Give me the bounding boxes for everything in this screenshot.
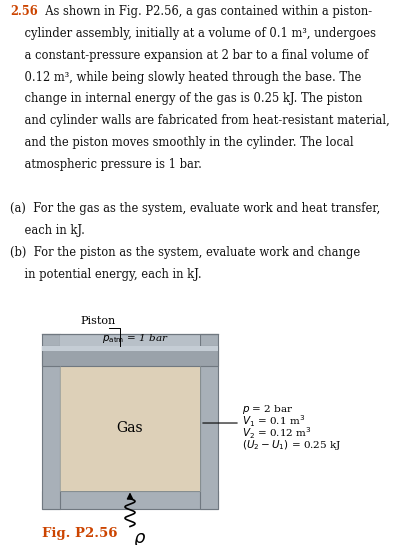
Bar [60,334,200,346]
Text: $p_{\mathrm{atm}}$ = 1 bar: $p_{\mathrm{atm}}$ = 1 bar [102,332,168,345]
Bar [42,346,218,350]
Text: $(U_2 - U_1)$ = 0.25 kJ: $(U_2 - U_1)$ = 0.25 kJ [242,438,341,452]
Text: atmospheric pressure is 1 bar.: atmospheric pressure is 1 bar. [10,159,202,171]
Bar [60,366,200,491]
Text: a constant-pressure expansion at 2 bar to a final volume of: a constant-pressure expansion at 2 bar t… [10,49,369,62]
Bar [42,346,218,366]
Text: As shown in Fig. P2.56, a gas contained within a piston-: As shown in Fig. P2.56, a gas contained … [38,4,372,17]
Text: (a)  For the gas as the system, evaluate work and heat transfer,: (a) For the gas as the system, evaluate … [10,202,381,215]
Bar [42,490,218,508]
Text: Piston: Piston [80,316,115,325]
Text: (b)  For the piston as the system, evaluate work and change: (b) For the piston as the system, evalua… [10,246,361,259]
Text: Fig. P2.56: Fig. P2.56 [42,526,118,540]
Text: $V_1$ = 0.1 m$^3$: $V_1$ = 0.1 m$^3$ [242,413,305,429]
Bar [42,334,60,508]
Text: $\varrho$: $\varrho$ [133,530,146,545]
Text: cylinder assembly, initially at a volume of 0.1 m³, undergoes: cylinder assembly, initially at a volume… [10,27,376,40]
Text: 0.12 m³, while being slowly heated through the base. The: 0.12 m³, while being slowly heated throu… [10,70,362,83]
Text: and cylinder walls are fabricated from heat-resistant material,: and cylinder walls are fabricated from h… [10,114,390,128]
Text: in potential energy, each in kJ.: in potential energy, each in kJ. [10,268,202,281]
Text: $V_2$ = 0.12 m$^3$: $V_2$ = 0.12 m$^3$ [242,425,312,441]
Text: $p$ = 2 bar: $p$ = 2 bar [242,403,294,415]
Text: Gas: Gas [117,421,143,435]
Text: each in kJ.: each in kJ. [10,225,85,237]
Text: 2.56: 2.56 [10,4,38,17]
Bar [200,334,218,508]
Text: change in internal energy of the gas is 0.25 kJ. The piston: change in internal energy of the gas is … [10,93,363,106]
Text: and the piston moves smoothly in the cylinder. The local: and the piston moves smoothly in the cyl… [10,136,354,149]
